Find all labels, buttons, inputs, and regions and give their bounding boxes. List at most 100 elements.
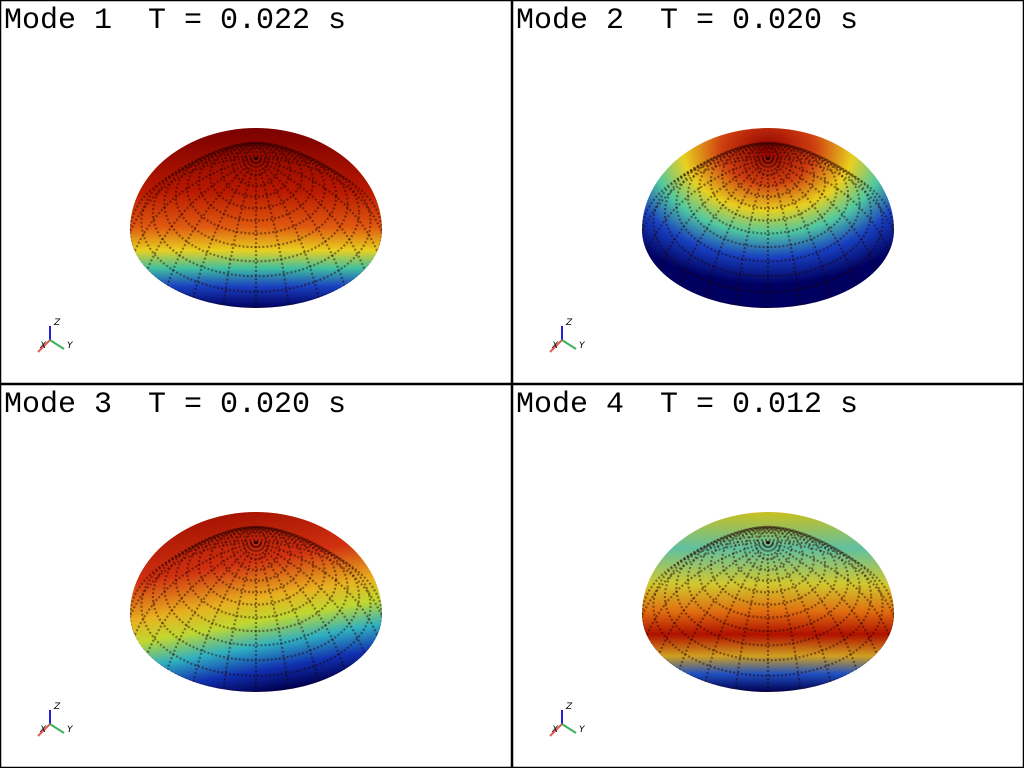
mesh-ring [698,526,838,619]
mode-title: Mode 2 T = 0.020 s [516,4,858,38]
mesh-ring [209,141,303,210]
mesh-meridian [133,156,257,253]
mesh-ring [743,528,793,571]
axis-y [561,339,577,350]
mesh-ring [197,525,315,606]
mesh-meridian [130,156,257,233]
mesh-meridian [222,157,258,308]
mesh-meridian [767,541,859,672]
viewport: Mode 1 T = 0.022 s Z X Y [0,0,513,385]
mesh-ring [186,526,326,619]
mesh-meridian [766,541,802,692]
axis-x [37,339,51,353]
mesh-meridian [734,541,770,692]
mesh-meridian [255,540,382,617]
mesh-ring [174,143,338,249]
mesh [130,525,382,692]
dome [130,512,382,692]
mesh-ring [743,144,793,187]
mesh-ring [209,525,303,594]
mesh-ring [721,141,815,210]
mesh-meridian [133,540,257,637]
mesh-ring [163,145,349,263]
mesh-ring [140,535,372,677]
mesh-meridian [191,157,257,300]
mesh-ring [755,530,781,561]
mesh-ring [686,143,850,249]
mesh-meridian [130,540,257,617]
axis-y [561,723,577,734]
mesh-meridian [767,540,894,617]
axis-label-x: X [39,725,47,735]
mesh-ring [140,151,372,293]
mesh-meridian [191,541,257,684]
mesh-meridian [734,157,770,308]
viewport: Mode 3 T = 0.020 s Z X Y [0,383,513,768]
mesh-meridian [165,157,257,288]
mesh-meridian [145,541,257,656]
mesh-meridian [677,541,769,672]
mesh-ring [698,142,838,235]
mode-title: Mode 1 T = 0.022 s [4,4,346,38]
dome [130,128,382,308]
axis-label-x: X [551,341,559,351]
mesh-meridian [703,541,769,684]
axis-label-y: Y [579,341,586,351]
axis-label-x: X [39,341,47,351]
mesh-meridian [767,157,879,272]
mesh-ring [231,528,281,571]
mesh-meridian [645,540,769,637]
mesh [642,141,894,308]
mesh-meridian [165,541,257,672]
mesh-ring [709,141,827,222]
mesh-ring [186,142,326,235]
mesh-meridian [767,157,859,288]
mesh-meridian [255,156,379,253]
mesh-ring [243,530,269,561]
mesh-meridian [677,157,769,288]
mesh-ring [231,144,281,187]
mesh-ring [151,147,361,278]
mesh-meridian [255,541,321,684]
axis-x [549,723,563,737]
mode-title: Mode 3 T = 0.020 s [4,388,346,422]
axis-x [37,723,51,737]
mesh-meridian [222,541,258,692]
mesh-meridian [767,540,891,637]
mesh-meridian [767,541,833,684]
axis-label-z: Z [53,702,61,712]
mesh-ring [197,141,315,222]
mesh-ring [709,525,827,606]
mesh-meridian [255,541,367,656]
axis-label-z: Z [565,318,573,328]
mesh-ring [174,527,338,633]
viewport: Mode 2 T = 0.020 s Z X Y [511,0,1024,385]
mesh-meridian [645,156,769,253]
mesh-meridian [767,541,879,656]
mesh-meridian [254,541,290,692]
mesh-meridian [255,157,367,272]
mesh-meridian [255,540,379,637]
dome [642,512,894,692]
mesh-meridian [767,157,833,300]
mesh-ring [220,142,292,198]
mesh-meridian [657,157,769,272]
mesh-meridian [145,157,257,272]
mesh-meridian [255,157,347,288]
mesh-ring [721,525,815,594]
mesh-ring [732,142,804,198]
axis-label-y: Y [579,725,586,735]
mesh-meridian [255,157,321,300]
mesh-ring [652,151,884,293]
axis-label-z: Z [53,318,61,328]
dome [642,128,894,308]
mesh-meridian [767,156,891,253]
axis-label-z: Z [565,702,573,712]
mode-title: Mode 4 T = 0.012 s [516,388,858,422]
mesh [130,141,382,308]
axis-y [49,339,65,350]
mesh-ring [686,527,850,633]
mesh-meridian [255,541,347,672]
mesh-ring [163,529,349,647]
mesh-ring [652,535,884,677]
